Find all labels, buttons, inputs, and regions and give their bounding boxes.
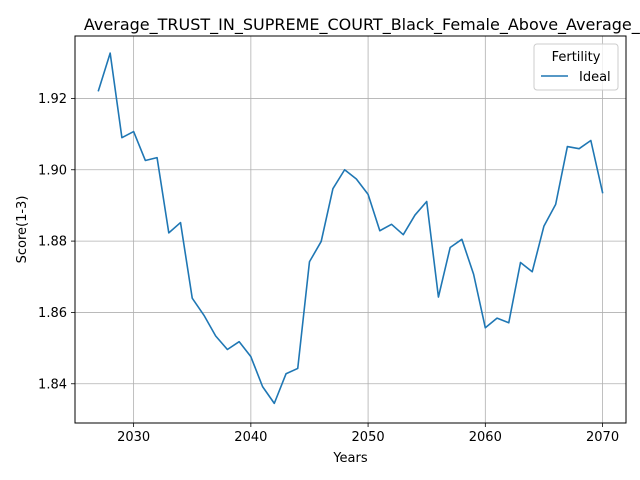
y-axis-label: Score(1-3): [15, 196, 30, 264]
x-tick-label: 2060: [469, 430, 502, 445]
x-axis-label: Years: [332, 451, 368, 466]
grid-lines: [75, 36, 626, 423]
legend-box: [533, 43, 619, 91]
x-tick-label: 2070: [586, 430, 619, 445]
legend-label-ideal: Ideal: [579, 70, 611, 85]
y-tick-label: 1.90: [38, 163, 67, 178]
series-layer: [97, 52, 604, 405]
y-axis-ticks: 1.84 1.86 1.88 1.90 1.92: [38, 92, 75, 392]
x-tick-label: 2050: [352, 430, 385, 445]
x-axis-ticks: 2030 2040 2050 2060 2070: [117, 423, 619, 445]
legend: Fertility Ideal: [533, 43, 619, 91]
x-tick-label: 2040: [234, 430, 267, 445]
y-tick-label: 1.92: [38, 92, 67, 107]
chart-title: Average_TRUST_IN_SUPREME_COURT_Black_Fem…: [84, 15, 640, 35]
legend-title: Fertility: [552, 50, 601, 65]
plot-frame: [74, 35, 627, 424]
y-tick-label: 1.86: [38, 306, 67, 321]
y-tick-label: 1.88: [38, 235, 67, 250]
y-tick-label: 1.84: [38, 377, 67, 392]
series-line-ideal: [97, 52, 604, 405]
plot-area: [75, 36, 626, 423]
x-tick-label: 2030: [117, 430, 150, 445]
